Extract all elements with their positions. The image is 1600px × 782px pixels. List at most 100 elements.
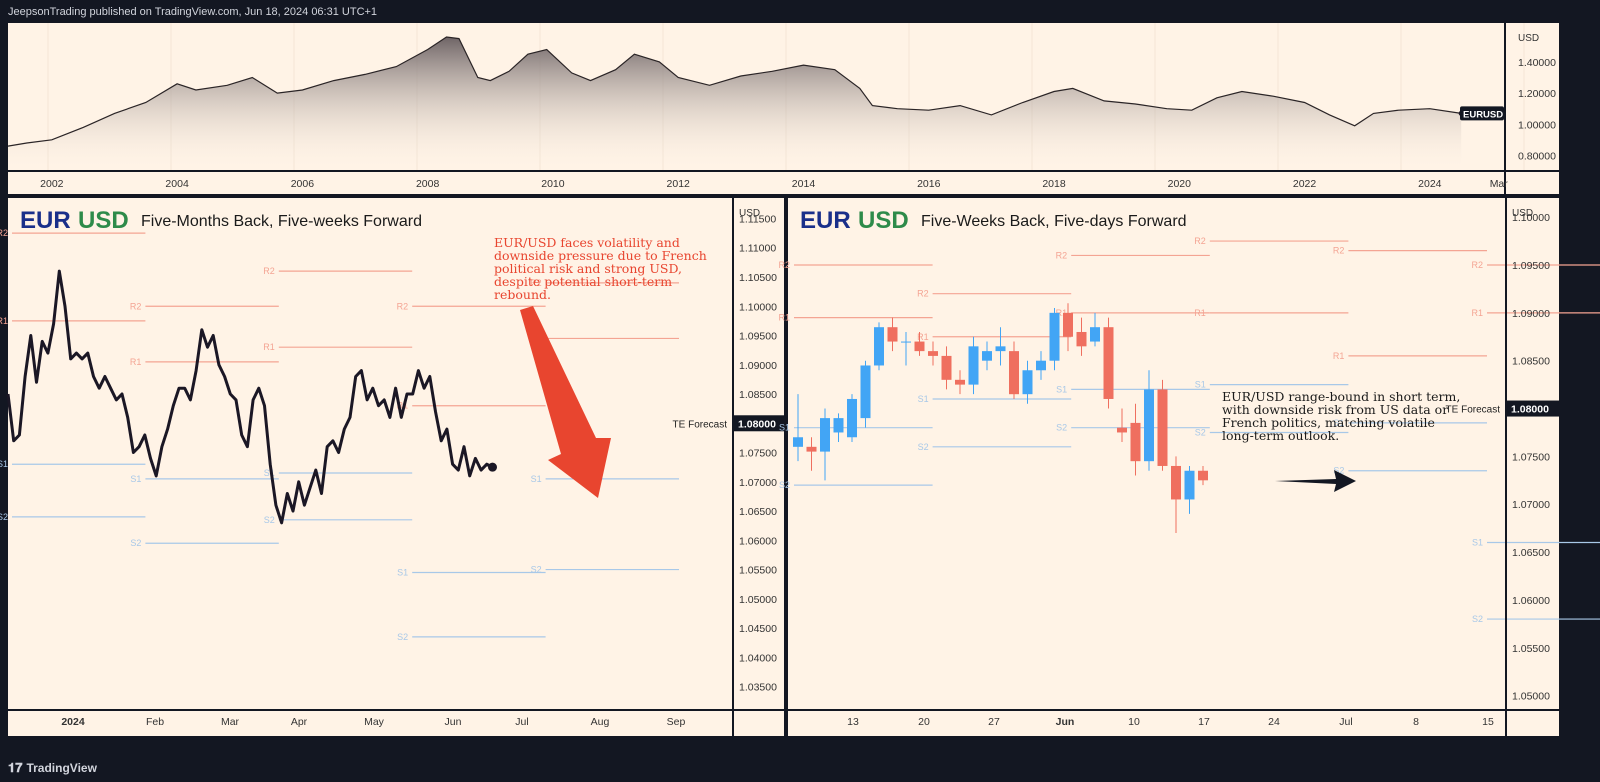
- x-tick-label: Apr: [291, 716, 308, 728]
- pivot-label-s1: S1: [0, 459, 8, 469]
- pivot-label-r1: R1: [1471, 308, 1483, 318]
- pivot-label-s1: S1: [1333, 418, 1344, 428]
- pivot-label-r2: R2: [0, 228, 8, 238]
- pivot-label-s2: S2: [779, 480, 790, 490]
- annotation-text: EUR/USD range-bound in short term, with d…: [1222, 389, 1460, 443]
- pivot-label-r2: R2: [778, 260, 790, 270]
- pivot-label-s1: S1: [918, 394, 929, 404]
- symbol-tag-bg: [1460, 106, 1504, 121]
- forecast-value-bg: [1507, 400, 1559, 417]
- x-tick-label: 2006: [291, 178, 315, 190]
- subtitle: Five-Weeks Back, Five-days Forward: [921, 213, 1187, 230]
- pivot-label-r2: R2: [397, 301, 409, 311]
- bear-candle: [1063, 312, 1073, 337]
- x-tick-label: Jul: [1339, 716, 1352, 728]
- title-eur: EUR: [20, 207, 71, 234]
- y-tick-label: 1.06500: [739, 506, 777, 518]
- bear-candle: [928, 351, 938, 356]
- bear-candle: [1198, 470, 1208, 481]
- y-tick-label: 1.07000: [1512, 499, 1550, 511]
- pivot-label-s2: S2: [264, 515, 275, 525]
- x-tick-label: 2016: [917, 178, 941, 190]
- pivot-label-s1: S1: [397, 567, 408, 577]
- y-tick-label: 1.06000: [1512, 595, 1550, 607]
- bear-candle: [887, 327, 898, 342]
- bull-candle: [1049, 312, 1060, 361]
- bull-candle: [1144, 389, 1154, 462]
- pivot-label-r1: R1: [263, 342, 275, 352]
- eurusd-price-line: [6, 269, 494, 525]
- last-price-dot: [488, 462, 497, 472]
- pivot-label-s1: S1: [1472, 538, 1483, 548]
- bull-candle: [847, 398, 857, 438]
- bull-candle: [1022, 370, 1033, 395]
- x-tick-label: Jun: [1056, 716, 1075, 728]
- x-tick-label: 2002: [40, 178, 64, 190]
- y-tick-label: 1.20000: [1518, 88, 1556, 100]
- bull-candle: [1090, 327, 1100, 342]
- bear-candle: [1130, 422, 1141, 462]
- pivot-label-r2: R2: [1471, 260, 1483, 270]
- x-tick-label: 2012: [667, 178, 691, 190]
- x-tick-label: 2024: [1418, 178, 1442, 190]
- x-tick-label: Aug: [591, 716, 610, 728]
- right-arrow-icon: [1275, 470, 1356, 492]
- y-tick-label: 1.04000: [739, 652, 777, 664]
- bull-candle: [793, 437, 803, 447]
- x-tick-label: Sep: [667, 716, 686, 728]
- bear-candle: [914, 341, 925, 352]
- title-usd: USD: [78, 207, 129, 234]
- y-tick-label: 1.09500: [1512, 260, 1550, 272]
- y-tick-label: 0.80000: [1518, 150, 1556, 162]
- pivot-label-r1: R1: [778, 313, 790, 323]
- x-tick-label: 27: [988, 716, 1000, 728]
- x-tick-label: 2010: [541, 178, 565, 190]
- symbol-tag: EURUSD: [1463, 109, 1503, 120]
- y-tick-label: 1.04500: [739, 623, 777, 635]
- bull-candle: [820, 418, 830, 452]
- pivot-label-s1: S1: [264, 468, 275, 478]
- bear-candle: [1009, 351, 1019, 395]
- x-tick-label: Mar: [1490, 178, 1509, 190]
- forecast-value-bg: [734, 415, 786, 432]
- y-tick-label: 1.09000: [739, 360, 777, 372]
- bull-candle: [1036, 360, 1046, 371]
- bull-candle: [901, 341, 911, 343]
- currency-label: USD: [739, 208, 760, 219]
- pivot-label-r2: R2: [130, 301, 142, 311]
- x-tick-label: Jul: [515, 716, 528, 728]
- pivot-label-r2: R2: [263, 266, 275, 276]
- y-tick-label: 1.07000: [739, 477, 777, 489]
- bear-candle: [1171, 465, 1181, 500]
- pivot-label-r1: R1: [917, 332, 929, 342]
- bull-candle: [1184, 470, 1195, 500]
- pivot-label-s2: S2: [1333, 466, 1344, 476]
- long-term-chart[interactable]: 2002 2004 2006 2008 2010 2012 2014 2016 2018 2020…: [7, 23, 1559, 194]
- five-month-chart[interactable]: R2R1S1S2R2R1S1S2R2R1S1S2R2R1S1S2R2R1S1S2…: [0, 198, 786, 736]
- tradingview-footer[interactable]: 𝟏𝟕 TradingView: [8, 758, 97, 778]
- pivot-label-s1: S1: [1195, 380, 1206, 390]
- pivot-label-s2: S2: [1195, 427, 1206, 437]
- forecast-value: 1.08000: [1511, 404, 1549, 416]
- bear-candle: [1103, 327, 1114, 399]
- down-arrow-icon: [520, 306, 611, 498]
- five-week-chart[interactable]: R2 R1 S1 S2 R2 R1 S1 S2 R2 R1 S1 S2 R2 R1 S1 S2 R2 R1 S1 S2…: [778, 198, 1600, 736]
- x-tick-label: 24: [1268, 716, 1280, 728]
- y-tick-label: 1.00000: [1518, 119, 1556, 131]
- eurusd-area-fill: [8, 37, 1462, 171]
- eurusd-line: [7, 36, 1462, 147]
- y-tick-label: 1.05500: [1512, 643, 1550, 655]
- y-tick-label: 1.08500: [739, 389, 777, 401]
- five-week-chart-panel[interactable]: R2 R1 S1 S2 R2 R1 S1 S2 R2 R1 S1 S2 R2 R1 S1 S2 R2 R1 S1 S2…: [778, 198, 1600, 736]
- long-term-chart-panel[interactable]: 2002 2004 2006 2008 2010 2012 2014 2016 2018 2020…: [7, 23, 1559, 194]
- x-tick-label: 2022: [1293, 178, 1317, 190]
- bull-candle: [968, 346, 979, 385]
- forecast-label: TE Forecast: [1446, 405, 1501, 416]
- tradingview-logo-icon: 𝟏𝟕: [8, 760, 23, 775]
- five-month-chart-panel[interactable]: R2R1S1S2R2R1S1S2R2R1S1S2R2R1S1S2R2R1S1S2…: [0, 198, 786, 736]
- x-tick-label: 2014: [792, 178, 816, 190]
- pivot-label-s1: S1: [779, 423, 790, 433]
- currency-label: USD: [1518, 33, 1539, 44]
- bear-candle: [1117, 427, 1127, 433]
- bear-candle: [1157, 389, 1168, 466]
